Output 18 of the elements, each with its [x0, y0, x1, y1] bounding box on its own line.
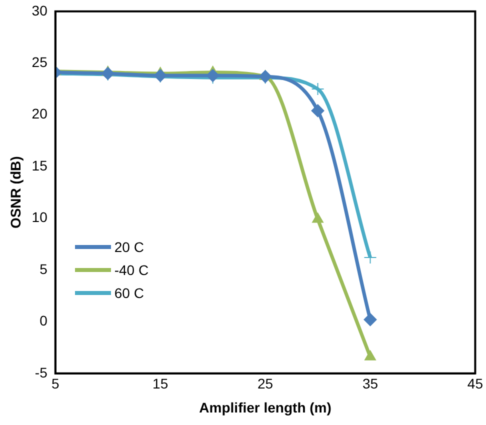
- x-tick-label: 25: [258, 376, 274, 392]
- legend-label: 60 C: [114, 285, 144, 302]
- x-axis-title: Amplifier length (m): [199, 399, 332, 416]
- x-tick-label: 35: [362, 376, 378, 392]
- y-tick-label: 20: [32, 106, 48, 122]
- legend-label: 20 C: [114, 239, 144, 256]
- y-axis-title: OSNR (dB): [7, 156, 24, 229]
- y-tick-label: -5: [34, 364, 48, 380]
- y-tick-label: 30: [32, 2, 48, 18]
- x-tick-label: 15: [152, 376, 168, 392]
- x-tick-label: 5: [51, 376, 60, 392]
- y-tick-label: 25: [32, 54, 48, 70]
- y-tick-label: 5: [40, 260, 48, 277]
- y-tick-label: 0: [40, 312, 48, 329]
- x-tick-label: 45: [467, 376, 484, 392]
- legend-label: -40 C: [114, 262, 149, 278]
- y-tick-label: 10: [32, 209, 48, 226]
- y-tick-label: 15: [32, 157, 48, 174]
